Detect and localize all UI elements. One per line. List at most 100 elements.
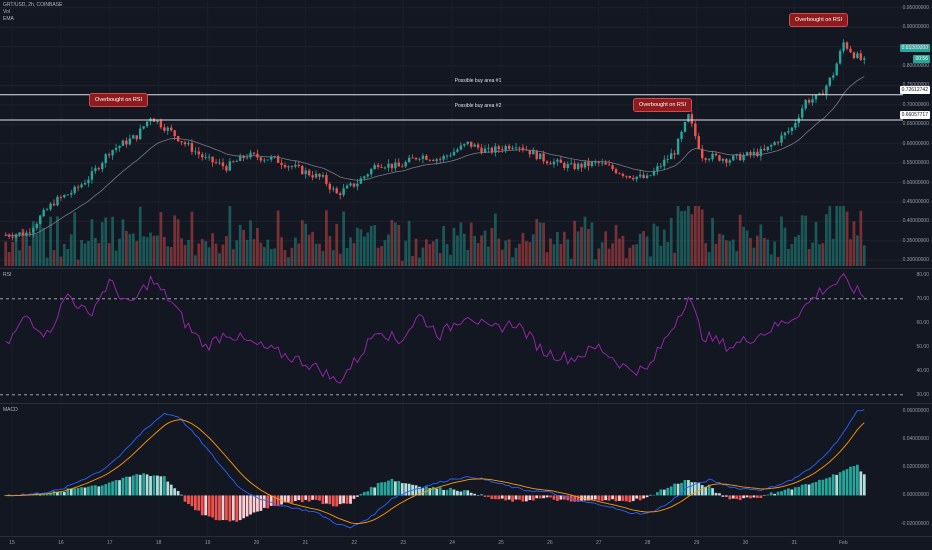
macd-histogram-bar	[742, 495, 745, 499]
candle-body	[656, 166, 659, 171]
candle-body	[101, 163, 104, 170]
macd-histogram-bar	[380, 482, 383, 496]
volume-bar	[80, 240, 83, 266]
candle-body	[535, 150, 538, 160]
macd-histogram-bar	[314, 495, 318, 500]
last-price-countdown: 00:56	[913, 55, 930, 63]
candle-body	[259, 157, 263, 161]
macd-histogram-bar	[566, 495, 570, 501]
symbol-title[interactable]: GRT/USD, 2h, COINBASE	[3, 2, 63, 8]
macd-histogram-bar	[352, 495, 356, 499]
macd-histogram-bar	[121, 477, 125, 496]
volume-bar	[373, 225, 377, 266]
macd-histogram-bar	[318, 495, 321, 501]
candle-body	[518, 147, 521, 149]
volume-bar	[69, 234, 73, 266]
candle-body	[766, 146, 769, 151]
candle-body	[483, 148, 487, 153]
macd-histogram-bar	[259, 495, 263, 511]
candle-body	[359, 178, 363, 184]
volume-bar	[735, 251, 739, 266]
candle-body	[380, 167, 383, 168]
volume-bar	[49, 216, 52, 266]
macd-histogram-bar	[493, 495, 497, 500]
candle-body	[780, 135, 783, 143]
volume-bar	[673, 252, 677, 266]
macd-histogram-bar	[704, 486, 708, 496]
volume-bar	[828, 206, 832, 266]
candle-body	[270, 156, 273, 160]
volume-bar	[435, 238, 439, 266]
volume-bar	[25, 233, 28, 266]
volume-bar	[745, 230, 749, 266]
volume-bar	[328, 236, 332, 266]
macd-histogram-bar	[852, 466, 856, 496]
volume-bar	[759, 224, 763, 266]
price-tick-label: 0.50000000	[902, 179, 929, 186]
macd-histogram-bar	[800, 484, 804, 496]
time-tick-label: 25	[498, 540, 504, 546]
candle-body	[442, 155, 445, 160]
price-tick-label: 0.90000000	[902, 24, 929, 31]
candle-body	[801, 108, 804, 118]
price-tick-label: 0.75000000	[902, 82, 929, 89]
candle-body	[287, 166, 290, 168]
macd-pane-title[interactable]: MACD	[3, 407, 18, 413]
macd-histogram-bar	[197, 495, 201, 511]
volume-bar	[714, 243, 718, 266]
macd-histogram-bar	[390, 478, 394, 496]
macd-histogram-bar	[687, 480, 690, 496]
candle-body	[290, 166, 294, 168]
volume-bar	[773, 241, 777, 266]
volume-bar	[438, 253, 442, 266]
volume-bar	[304, 223, 308, 266]
volume-bar	[697, 206, 701, 266]
candle-body	[825, 85, 828, 96]
volume-bar	[738, 214, 742, 266]
candle-body	[218, 162, 221, 164]
candle-body	[242, 155, 245, 159]
macd-histogram-bar	[607, 495, 611, 501]
macd-histogram-bar	[811, 482, 814, 496]
macd-histogram-bar	[749, 495, 752, 499]
macd-histogram-bar	[228, 495, 232, 522]
volume-bar	[59, 256, 63, 266]
candle-body	[214, 162, 218, 164]
volume-bar	[235, 240, 239, 266]
candle-body	[790, 127, 794, 132]
candle-body	[494, 146, 497, 153]
rsi-pane-title[interactable]: RSI	[3, 272, 12, 278]
macd-histogram-bar	[480, 494, 483, 496]
macd-histogram-bar	[821, 479, 825, 496]
time-tick-label: 31	[791, 540, 798, 546]
ema-indicator-label[interactable]: EMA	[3, 16, 14, 22]
macd-histogram-bar	[87, 486, 90, 496]
volume-bar	[266, 239, 270, 266]
volume-bar	[93, 237, 97, 266]
macd-histogram-bar	[628, 495, 632, 503]
candle-body	[859, 53, 863, 60]
volume-bar	[811, 242, 814, 266]
volume-bar	[559, 243, 563, 266]
volume-bar	[711, 217, 714, 266]
candle-body	[697, 136, 700, 149]
volume-bar	[380, 246, 383, 266]
macd-histogram-bar	[562, 495, 566, 500]
volume-bar	[18, 250, 21, 266]
volume-bar	[393, 222, 397, 266]
volume-bar	[159, 212, 163, 266]
candle-body	[159, 120, 163, 128]
volume-indicator-label[interactable]: Vol	[3, 9, 10, 15]
macd-histogram-bar	[535, 495, 539, 499]
volume-bar	[800, 215, 804, 266]
price-tick-label: 0.65000000	[902, 121, 929, 128]
candle-body	[718, 155, 721, 161]
volume-bar	[683, 210, 687, 266]
candle-body	[21, 232, 25, 236]
candle-body	[87, 179, 90, 184]
volume-bar	[518, 243, 521, 266]
chart-header: GRT/USD, 2h, COINBASE Vol EMA	[3, 2, 62, 23]
volume-bar	[818, 244, 821, 266]
candle-body	[342, 188, 345, 196]
